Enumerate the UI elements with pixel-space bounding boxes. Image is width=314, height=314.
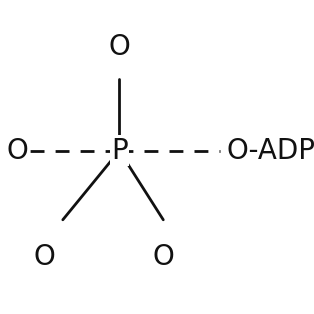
Text: O: O	[33, 243, 55, 272]
Text: O-ADP: O-ADP	[226, 137, 314, 165]
Text: O: O	[6, 137, 28, 165]
Text: P: P	[111, 137, 128, 165]
Text: O: O	[108, 33, 130, 61]
Text: O: O	[152, 243, 174, 272]
